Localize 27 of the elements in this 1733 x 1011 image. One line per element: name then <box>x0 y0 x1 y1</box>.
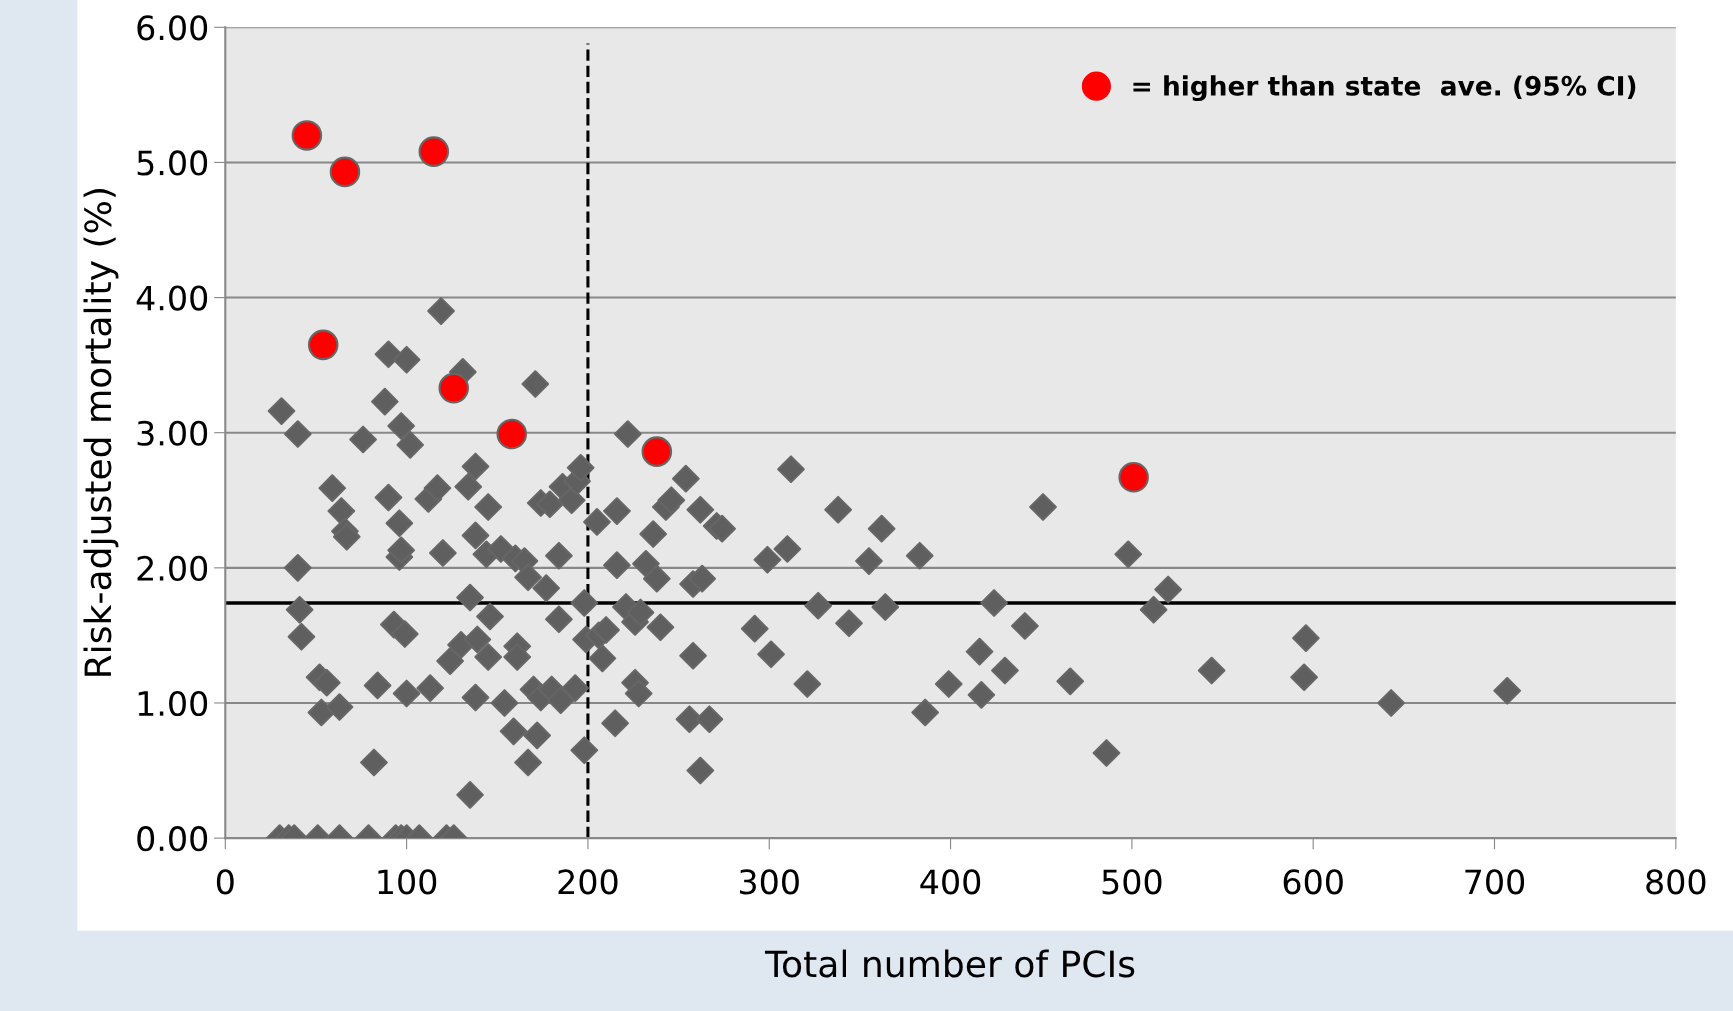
point <box>641 436 673 467</box>
x-axis-title: Total number of PCIs <box>764 949 1135 978</box>
x-tick-label: 700 <box>1465 869 1525 895</box>
y-tick-label: 2.00 <box>137 555 208 581</box>
x-tick-label: 400 <box>920 869 981 895</box>
x-tick-label: 500 <box>1102 869 1162 895</box>
x-tick-label: 800 <box>1646 869 1706 895</box>
y-tick-label: 6.00 <box>137 15 208 41</box>
point <box>496 418 528 450</box>
y-tick-label: 5.00 <box>137 150 208 176</box>
y-tick-label: 1.00 <box>138 690 208 717</box>
x-tick-label: 0 <box>216 869 234 895</box>
x-tick-label: 200 <box>558 869 618 895</box>
point <box>438 372 470 404</box>
point <box>418 136 450 167</box>
y-tick-label: 3.00 <box>137 420 208 446</box>
y-tick-label: 4.00 <box>136 285 208 311</box>
point <box>307 329 339 361</box>
x-tick-label: 100 <box>378 869 437 895</box>
y-axis-title: Risk-adjusted mortality (%) <box>83 189 119 676</box>
point <box>329 156 361 188</box>
point <box>1118 462 1149 493</box>
x-tick-label: 600 <box>1283 869 1343 895</box>
legend-label: = higher than state ave. (95% CI) <box>1133 75 1636 102</box>
y-tick-label: 0.00 <box>137 826 208 852</box>
x-tick-label: 300 <box>739 869 799 895</box>
point <box>291 120 323 151</box>
